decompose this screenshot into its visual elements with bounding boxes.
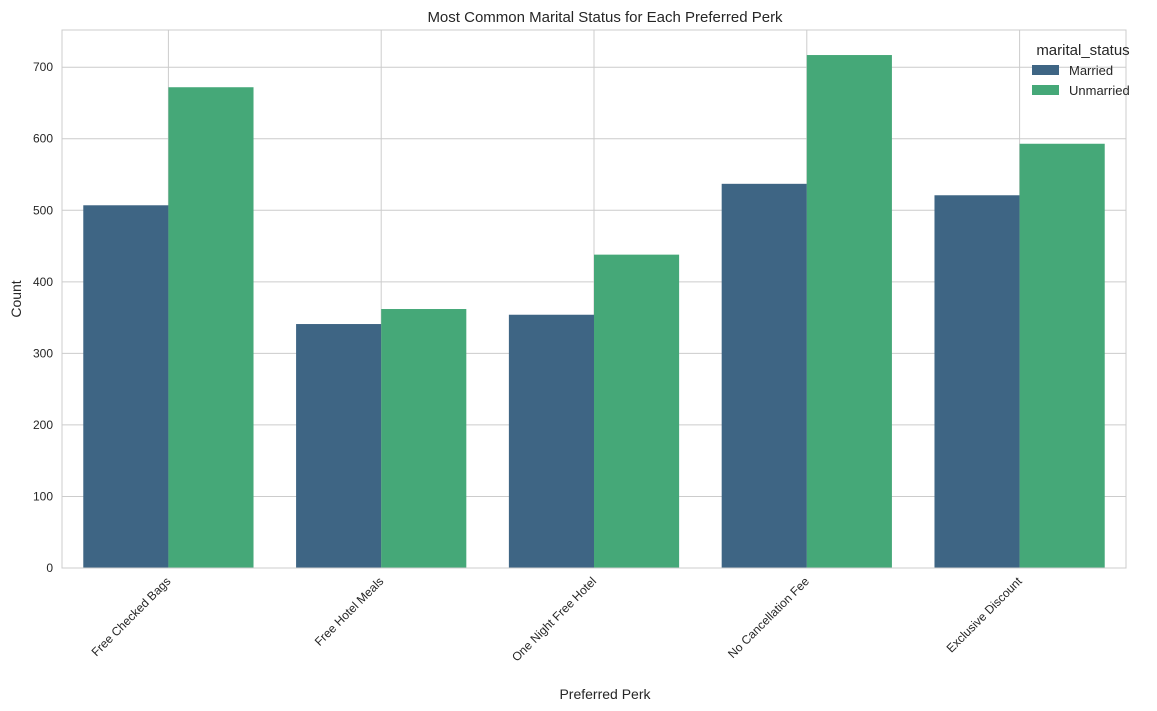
x-tick-label: Free Checked Bags bbox=[89, 574, 174, 659]
x-tick-label: One Night Free Hotel bbox=[509, 574, 599, 664]
y-tick-label: 400 bbox=[33, 275, 53, 289]
legend-title: marital_status bbox=[1036, 42, 1129, 59]
bar-married bbox=[296, 324, 382, 568]
legend-swatch-unmarried bbox=[1032, 85, 1059, 95]
bar-unmarried bbox=[806, 55, 892, 568]
legend-label-married: Married bbox=[1069, 63, 1113, 78]
x-axis-label: Preferred Perk bbox=[559, 686, 651, 702]
plot-frame bbox=[61, 29, 1127, 569]
bar-unmarried bbox=[594, 254, 680, 568]
bar-unmarried bbox=[381, 309, 467, 568]
y-tick-label: 700 bbox=[33, 60, 53, 74]
bar-married bbox=[508, 314, 594, 568]
y-tick-label: 0 bbox=[46, 561, 53, 575]
y-tick-label: 500 bbox=[33, 203, 53, 217]
legend-swatch-married bbox=[1032, 65, 1059, 75]
x-tick-label: Exclusive Discount bbox=[944, 574, 1026, 656]
bar-unmarried bbox=[168, 87, 254, 568]
chart-title: Most Common Marital Status for Each Pref… bbox=[427, 9, 783, 26]
legend: marital_status Married Unmarried bbox=[1032, 42, 1130, 98]
bar-unmarried bbox=[1019, 143, 1105, 568]
bar-married bbox=[934, 195, 1020, 568]
y-tick-label: 600 bbox=[33, 132, 53, 146]
y-tick-label: 100 bbox=[33, 489, 53, 503]
y-tick-label: 200 bbox=[33, 418, 53, 432]
bar-married bbox=[83, 205, 169, 569]
x-tick-label: Free Hotel Meals bbox=[312, 574, 387, 649]
y-axis-label: Count bbox=[8, 280, 24, 317]
bars bbox=[83, 55, 1105, 569]
bar-married bbox=[721, 183, 807, 569]
legend-label-unmarried: Unmarried bbox=[1069, 83, 1130, 98]
y-tick-label: 300 bbox=[33, 346, 53, 360]
x-tick-label: No Cancellation Fee bbox=[725, 574, 812, 661]
